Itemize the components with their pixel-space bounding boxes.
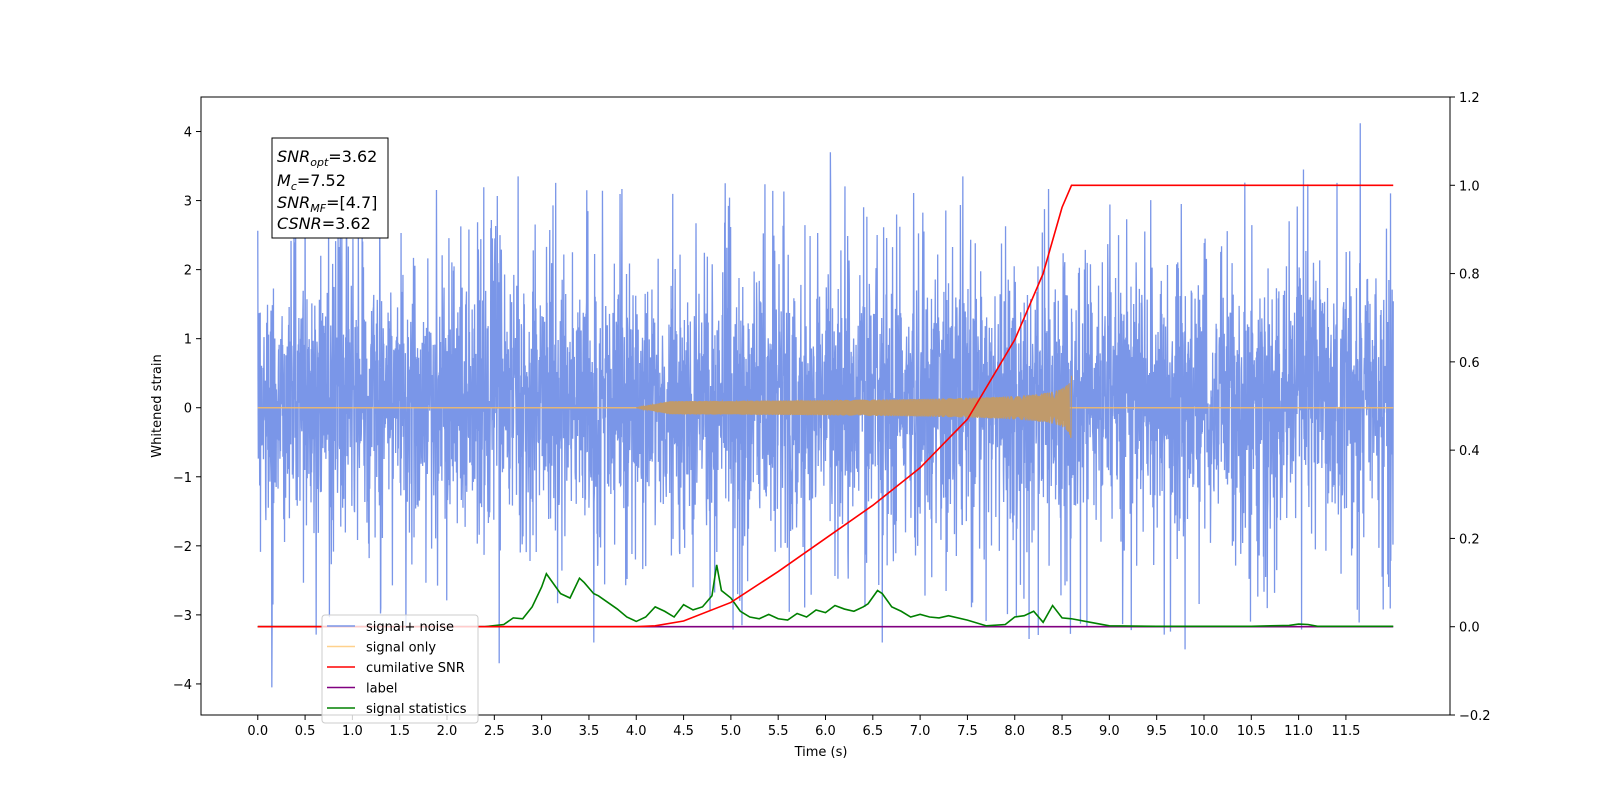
y-axis-label: Whitened strain <box>150 354 165 457</box>
x-axis: 0.0 0.5 1.0 1.5 2.0 2.5 3.0 3.5 4.0 4.5 5.0 5.5 6.0 6… <box>247 715 1360 739</box>
x-tick-label: 1.5 <box>389 724 410 739</box>
y-axis-right: −0.2 0.0 0.2 0.4 0.6 0.8 1.0 1.2 <box>1450 91 1491 724</box>
y2-tick-label: 0.2 <box>1459 532 1480 547</box>
x-tick-label: 7.5 <box>957 724 978 739</box>
y-tick-label: −3 <box>173 609 192 624</box>
signal-noise-line <box>257 123 1394 688</box>
x-tick-label: 3.5 <box>579 724 600 739</box>
y-tick-label: 3 <box>184 195 192 210</box>
stats-annotation-frame <box>271 137 389 239</box>
x-tick-label: 10.5 <box>1237 724 1266 739</box>
y-tick-label: 4 <box>184 126 192 141</box>
signal-statistics-line <box>257 564 1394 628</box>
x-tick-label: 8.0 <box>1004 724 1025 739</box>
x-tick-label: 9.5 <box>1146 724 1167 739</box>
legend-label: cumilative SNR <box>366 661 465 676</box>
x-tick-label: 5.0 <box>721 724 742 739</box>
y-tick-label: 1 <box>184 333 192 348</box>
y2-tick-label: 0.8 <box>1459 268 1480 283</box>
y-tick-label: −4 <box>173 678 192 693</box>
y2-tick-label: 0.4 <box>1459 444 1480 459</box>
x-tick-label: 10.0 <box>1190 724 1219 739</box>
signal-only-chirp <box>636 375 1073 439</box>
y2-tick-label: 0.0 <box>1459 621 1480 636</box>
x-axis-label: Time (s) <box>794 745 848 760</box>
x-tick-label: 2.5 <box>484 724 505 739</box>
y2-tick-label: 1.2 <box>1459 91 1480 106</box>
x-tick-label: 7.0 <box>910 724 931 739</box>
x-tick-label: 1.0 <box>342 724 363 739</box>
y-tick-label: −2 <box>173 540 192 555</box>
stats-annotation-box: SNRopt=3.62 Mc=7.52 SNRMF=[4.7] CSNR=3.6… <box>271 137 389 239</box>
x-tick-label: 0.0 <box>247 724 268 739</box>
snr-opt-annotation: SNRopt=3.62 <box>277 147 377 169</box>
x-tick-label: 0.5 <box>295 724 316 739</box>
x-tick-label: 6.5 <box>862 724 883 739</box>
legend-label: label <box>366 682 397 697</box>
x-tick-label: 2.0 <box>437 724 458 739</box>
y-tick-label: −1 <box>173 471 192 486</box>
y-axis-left: −4 −3 −2 −1 0 1 2 3 4 <box>173 126 201 693</box>
cumulative-snr-line <box>257 184 1394 628</box>
x-tick-label: 3.0 <box>531 724 552 739</box>
x-tick-label: 8.5 <box>1052 724 1073 739</box>
x-tick-label: 11.5 <box>1331 724 1360 739</box>
signal-noise-series <box>257 123 1394 688</box>
signal-only-series <box>257 375 1394 439</box>
y-tick-label: 2 <box>184 264 192 279</box>
snr-mf-annotation: SNRMF=[4.7] <box>277 193 377 215</box>
x-tick-label: 4.5 <box>673 724 694 739</box>
legend: signal+ noise signal only cumilative SNR la… <box>321 614 479 724</box>
x-tick-label: 9.0 <box>1099 724 1120 739</box>
chirp-mass-annotation: Mc=7.52 <box>277 171 346 193</box>
x-tick-label: 11.0 <box>1284 724 1313 739</box>
x-tick-label: 5.5 <box>768 724 789 739</box>
legend-label: signal statistics <box>366 702 467 717</box>
legend-label: signal+ noise <box>366 620 454 635</box>
y-tick-label: 0 <box>184 402 192 417</box>
legend-label: signal only <box>366 641 436 656</box>
y2-tick-label: 0.6 <box>1459 356 1480 371</box>
x-tick-label: 6.0 <box>815 724 836 739</box>
legend-frame <box>321 614 479 724</box>
x-tick-label: 4.0 <box>626 724 647 739</box>
y2-tick-label: −0.2 <box>1459 709 1491 724</box>
csnr-annotation: CSNR=3.62 <box>277 214 371 233</box>
y2-tick-label: 1.0 <box>1459 179 1480 194</box>
